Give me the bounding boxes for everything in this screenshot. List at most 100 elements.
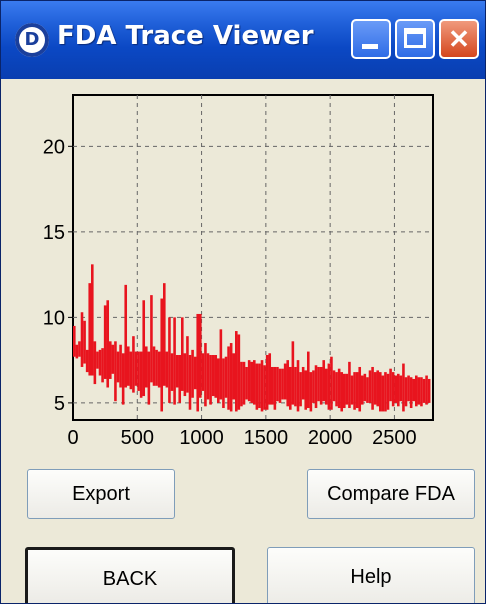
- trace-bar: [150, 295, 153, 383]
- trace-chart: 5 10 15 20 0 500 1000 1500 2000 2500: [21, 89, 481, 461]
- trace-bar: [163, 283, 166, 386]
- trace-bar: [188, 355, 192, 410]
- maximize-button[interactable]: [395, 19, 435, 59]
- trace-bar: [337, 368, 341, 409]
- trace-bar: [137, 351, 140, 391]
- trace-bar: [209, 355, 212, 405]
- help-button[interactable]: Help: [267, 547, 475, 603]
- trace-bar: [340, 372, 344, 412]
- trace-bar: [402, 363, 405, 412]
- trace-bar: [106, 300, 110, 388]
- y-tick-label: 5: [54, 393, 65, 415]
- trace-bar: [422, 378, 426, 403]
- trace-bar: [93, 341, 97, 385]
- trace-bar: [376, 370, 380, 407]
- title-bar[interactable]: D FDA Trace Viewer ✕: [1, 1, 485, 79]
- trace-bar: [242, 361, 246, 405]
- trace-bar: [111, 344, 115, 374]
- trace-bar: [363, 373, 367, 402]
- trace-bar: [204, 343, 207, 407]
- trace-bar: [394, 375, 398, 403]
- trace-bar: [157, 351, 161, 388]
- trace-bar: [384, 372, 387, 412]
- trace-bar: [330, 356, 333, 410]
- trace-bar: [175, 355, 179, 388]
- trace-bar: [134, 351, 138, 386]
- trace-bar: [191, 349, 194, 398]
- trace-bar: [294, 366, 297, 407]
- trace-bar: [186, 336, 189, 393]
- trace-bar: [73, 325, 76, 357]
- trace-bar: [425, 375, 428, 405]
- trace-bar: [250, 361, 254, 403]
- trace-bar: [181, 317, 184, 391]
- close-button[interactable]: ✕: [439, 19, 479, 59]
- trace-bar: [168, 317, 171, 403]
- trace-bars: [73, 264, 431, 412]
- trace-bar: [397, 373, 400, 407]
- trace-bar: [263, 365, 266, 410]
- trace-bar: [80, 312, 84, 367]
- x-axis-ticks: 0 500 1000 1500 2000 2500: [67, 427, 416, 449]
- x-tick-label: 500: [121, 427, 154, 449]
- trace-bar: [325, 368, 328, 405]
- x-tick-label: 1500: [244, 427, 289, 449]
- trace-bar: [245, 366, 248, 400]
- trace-bar: [314, 365, 318, 409]
- trace-bar: [103, 305, 107, 379]
- trace-bar: [404, 377, 408, 407]
- trace-bar: [160, 298, 164, 412]
- trace-bar: [407, 375, 410, 402]
- trace-bar: [124, 284, 128, 388]
- trace-bar: [222, 358, 225, 409]
- trace-bar: [109, 341, 112, 379]
- trace-bar: [271, 366, 274, 405]
- grid-lines: [73, 95, 433, 420]
- trace-bar: [127, 346, 130, 386]
- trace-bar: [155, 349, 158, 386]
- trace-bar: [247, 360, 251, 402]
- trace-bar: [219, 329, 223, 400]
- trace-bar: [289, 366, 292, 410]
- trace-bar: [299, 372, 302, 407]
- trace-bar: [307, 351, 310, 409]
- trace-bar: [296, 360, 300, 412]
- trace-bar: [278, 368, 282, 403]
- trace-bar: [381, 375, 385, 412]
- trace-bar: [217, 358, 220, 403]
- trace-bar: [353, 372, 356, 410]
- trace-bar: [165, 351, 169, 388]
- trace-bar: [415, 375, 418, 407]
- trace-bar: [358, 366, 362, 412]
- trace-bar: [312, 370, 315, 403]
- trace-bar: [152, 346, 156, 386]
- y-tick-label: 10: [43, 307, 65, 329]
- trace-bar: [253, 360, 256, 405]
- trace-bar: [386, 373, 390, 410]
- trace-bar: [147, 351, 151, 405]
- trace-bar: [178, 355, 182, 403]
- trace-bar: [273, 366, 277, 410]
- trace-bar: [114, 341, 117, 402]
- trace-bar: [139, 351, 143, 398]
- export-button[interactable]: Export: [27, 469, 175, 519]
- trace-bar: [327, 363, 331, 410]
- trace-bar: [119, 344, 122, 388]
- window-title: FDA Trace Viewer: [57, 21, 314, 51]
- trace-bar: [361, 375, 364, 405]
- trace-bar: [214, 355, 218, 398]
- trace-bar: [255, 363, 259, 410]
- trace-bar: [309, 372, 313, 412]
- compare-fda-button[interactable]: Compare FDA: [307, 469, 475, 519]
- x-tick-label: 2000: [308, 427, 353, 449]
- trace-bar: [101, 348, 104, 383]
- trace-bar: [291, 341, 295, 405]
- trace-bar: [98, 349, 102, 376]
- minimize-button[interactable]: [351, 19, 391, 59]
- trace-bar: [227, 346, 230, 410]
- back-button[interactable]: BACK: [25, 547, 235, 603]
- trace-bar: [427, 378, 431, 403]
- trace-bar: [235, 331, 238, 412]
- trace-bar: [265, 355, 269, 410]
